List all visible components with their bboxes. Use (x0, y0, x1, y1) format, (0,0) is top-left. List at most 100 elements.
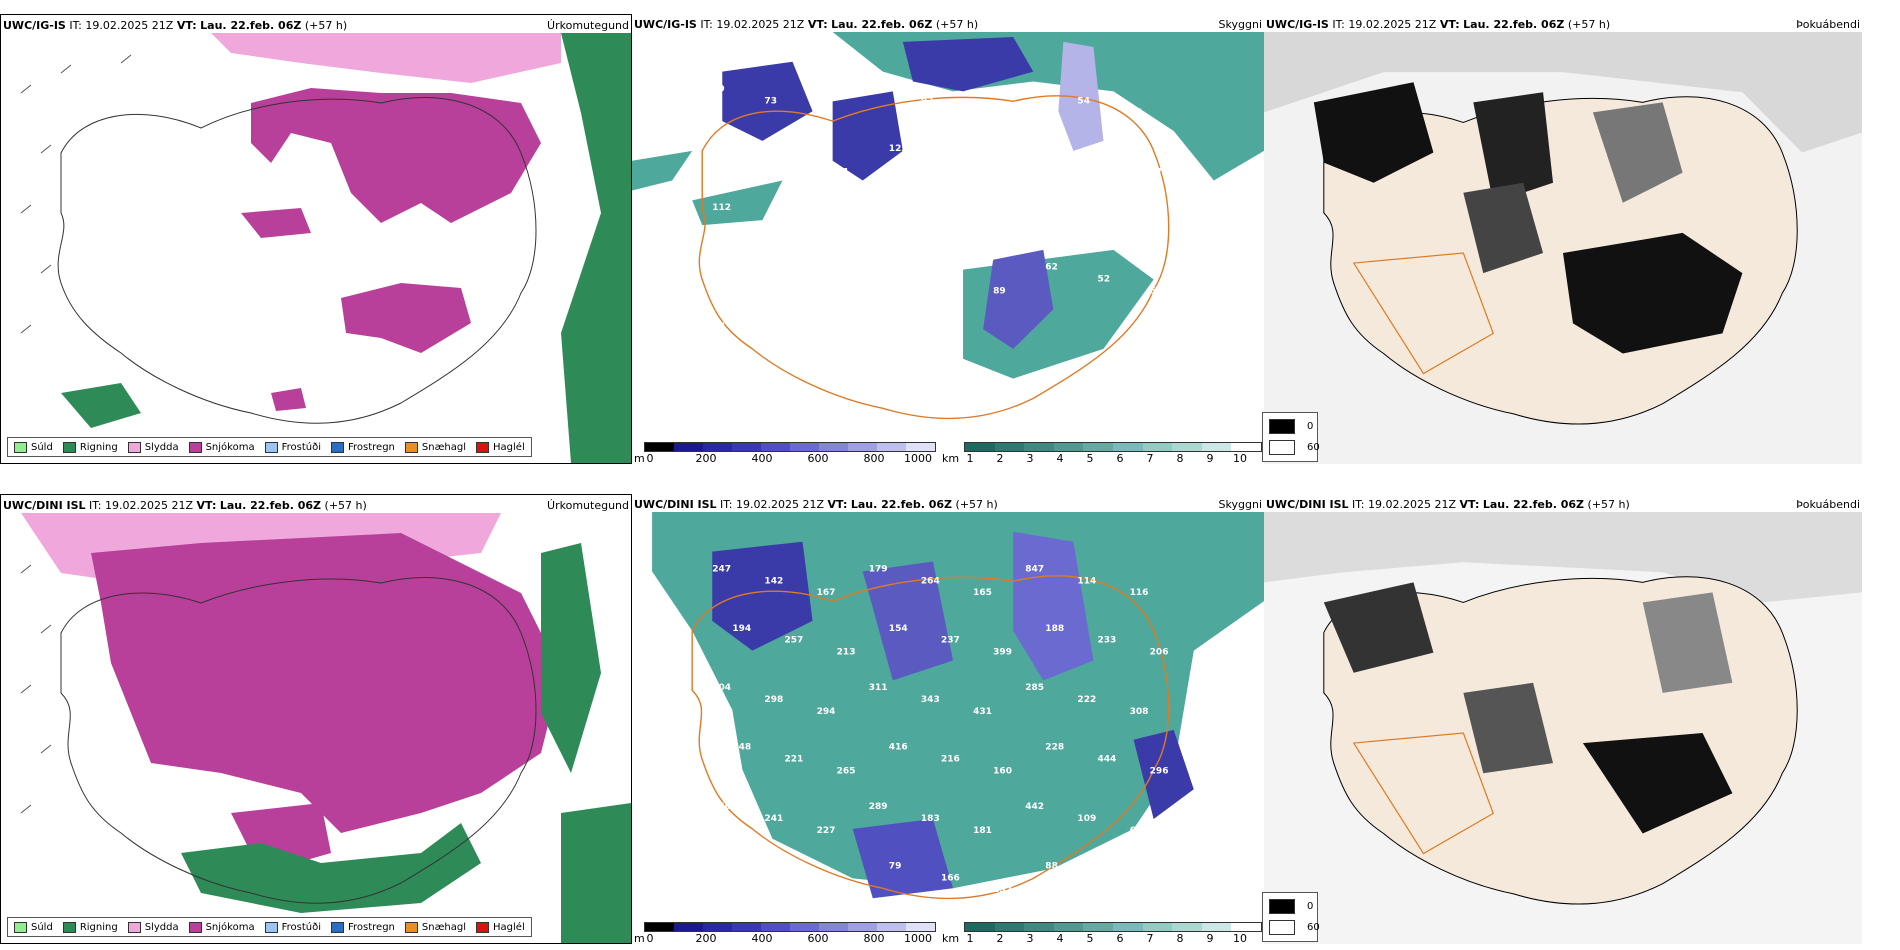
cloud-value-label: 285 (1025, 683, 1044, 693)
cloud-value-labels: 247 142 167 179 264 165 847 114 116 194 257 213 154 2… (712, 564, 1169, 895)
panel-header: UWC/IG-IS IT: 19.02.2025 21Z VT: Lau. 22… (1, 15, 631, 35)
fog-legend-bottom: 0 60 (1262, 892, 1320, 942)
cloud-value-label: 581 (1150, 885, 1169, 895)
cloud-value-label: 848 (764, 334, 783, 344)
fog-map-svg (1264, 512, 1862, 944)
panel-header: UWC/IG-IS IT: 19.02.2025 21Z VT: Lau. 22… (1264, 14, 1862, 34)
panel-header-info: UWC/DINI ISL IT: 19.02.2025 21Z VT: Lau.… (634, 498, 998, 511)
fog-map (1264, 32, 1862, 464)
cloud-base-colorbar: m 0 200 400 600 800 1000 (634, 920, 936, 944)
visibility-panel-bottom: UWC/DINI ISL IT: 19.02.2025 21Z VT: Lau.… (632, 494, 1264, 944)
cloud-value-label: 167 (817, 588, 836, 598)
cloud-value-label: 247 (712, 564, 731, 574)
fog-map (1264, 512, 1862, 944)
cloud-value-label: 237 (941, 636, 960, 646)
vis-tick: 7 (1146, 932, 1154, 944)
precip-legend: Súld Rigning Slydda Snjókoma Frostúði Fr… (7, 437, 532, 457)
cloud-tick: 400 (751, 452, 773, 464)
precip-map (1, 33, 631, 463)
panel-title: Þokuábendi (1796, 498, 1860, 511)
cloud-value-label: 194 (732, 624, 751, 634)
legend-item: Snjókoma (188, 441, 255, 453)
cloud-tick: 200 (695, 452, 717, 464)
vis-tick: 6 (1116, 452, 1124, 464)
vis-tick: 1 (966, 932, 974, 944)
cloud-value-label: 214 (764, 215, 783, 225)
precip-panel-top: UWC/IG-IS IT: 19.02.2025 21Z VT: Lau. 22… (0, 14, 632, 464)
fog-legend-top: 0 60 (1262, 412, 1320, 462)
vis-tick: 3 (1026, 932, 1034, 944)
cloud-value-label: 233 (1097, 636, 1116, 646)
vis-tick: 7 (1146, 452, 1154, 464)
cloud-value-label: 154 (889, 624, 908, 634)
cloud-value-label: 90 (869, 84, 882, 94)
fog-legend-item: 0 (1269, 419, 1313, 434)
cloud-scale-bar (644, 442, 936, 452)
cloud-tick: 400 (751, 932, 773, 944)
panel-header: UWC/IG-IS IT: 19.02.2025 21Z VT: Lau. 22… (632, 14, 1264, 34)
cloud-value-label: 57 (1150, 286, 1163, 296)
precip-legend: Súld Rigning Slydda Snjókoma Frostúði Fr… (7, 917, 532, 937)
cloud-value-label: 70 (973, 108, 986, 118)
cloud-value-label: 289 (869, 802, 888, 812)
precip-map-svg (1, 513, 631, 943)
visibility-map-svg: 79 73 57 90 92 70 66 54 95 59 95 91 122 99 93 143 91 77 11… (632, 32, 1264, 438)
panel-title: Þokuábendi (1796, 18, 1860, 31)
cloud-tick: 200 (695, 932, 717, 944)
cloud-value-label: 298 (764, 695, 783, 705)
legend-item: Frostregn (331, 921, 395, 933)
fog-legend-item: 60 (1269, 920, 1320, 935)
cloud-value-label: 505 (973, 227, 992, 237)
precip-map-svg (1, 33, 631, 463)
visibility-scale-bar (964, 442, 1262, 452)
cloud-value-label: 152 (993, 885, 1012, 895)
visibility-scale-unit: km (942, 932, 960, 944)
cloud-value-label: 416 (889, 743, 908, 753)
cloud-tick: 0 (646, 452, 654, 464)
legend-item: Snæhagl (404, 921, 466, 933)
cloud-value-label: 54 (1077, 96, 1090, 106)
cloud-tick: 1000 (904, 452, 932, 464)
cloud-value-label: 95 (784, 156, 797, 166)
cloud-tick: 800 (863, 452, 885, 464)
cloud-value-label: 112 (712, 203, 731, 213)
cloud-value-label: 442 (1025, 802, 1044, 812)
cloud-value-label: 181 (973, 826, 992, 836)
cloud-value-label: 250 (712, 802, 731, 812)
cloud-value-label: 646 (1130, 826, 1149, 836)
cloud-value-label: 265 (837, 766, 856, 776)
panel-header: UWC/DINI ISL IT: 19.02.2025 21Z VT: Lau.… (1264, 494, 1862, 514)
vis-tick: 5 (1086, 932, 1094, 944)
cloud-value-label: 59 (732, 144, 745, 154)
cloud-value-label: 183 (921, 814, 940, 824)
cloud-value-label: 206 (732, 263, 751, 273)
legend-item: Rigning (62, 441, 118, 453)
vis-tick: 2 (996, 932, 1004, 944)
cloud-value-label: 116 (1130, 588, 1149, 598)
cloud-value-label: 114 (1077, 576, 1096, 586)
cloud-value-label: 91 (837, 168, 850, 178)
vis-tick: 9 (1206, 452, 1214, 464)
cloud-value-label: 92 (921, 96, 934, 106)
cloud-scale-ticks: 0 200 400 600 800 1000 (634, 932, 934, 944)
cloud-value-label: 304 (712, 683, 731, 693)
cloud-value-label: 166 (941, 873, 960, 883)
cloud-value-label: 79 (712, 84, 725, 94)
cloud-value-label: 311 (869, 683, 888, 693)
vis-tick: 2 (996, 452, 1004, 464)
cloud-value-label: 120 (1097, 873, 1116, 883)
visibility-map-svg: 247 142 167 179 264 165 847 114 116 194 257 213 154 2… (632, 512, 1264, 918)
vis-tick: 9 (1206, 932, 1214, 944)
visibility-scale-unit: km (942, 452, 960, 464)
cloud-value-label: 316 (732, 862, 751, 872)
cloud-value-label: 66 (1025, 84, 1038, 94)
legend-item: Frostúði (264, 441, 321, 453)
cloud-value-label: 122 (889, 144, 908, 154)
cloud-value-label: 263 (837, 286, 856, 296)
cloud-tick: 600 (807, 452, 829, 464)
cloud-base-colorbar: m 0 200 400 600 800 1000 (634, 440, 936, 464)
cloud-value-label: 221 (784, 755, 803, 765)
cloud-value-label: 118 (837, 885, 856, 895)
cloud-tick: 1000 (904, 932, 932, 944)
visibility-scale-bar (964, 922, 1262, 932)
